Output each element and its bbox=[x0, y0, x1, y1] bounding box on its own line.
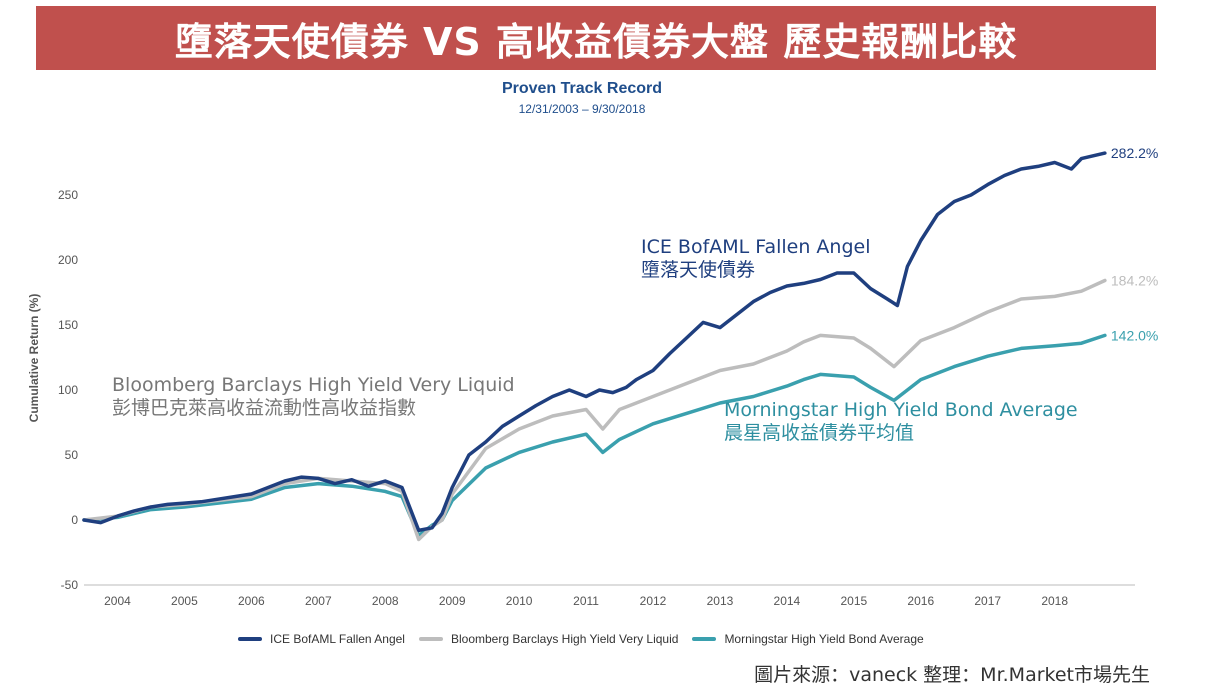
end-label-morningstar: 142.0% bbox=[1111, 327, 1158, 343]
legend-item-morningstar: Morningstar High Yield Bond Average bbox=[692, 632, 924, 646]
x-tick-label-2018: 2018 bbox=[1041, 594, 1068, 608]
end-label-bloomberg: 184.2% bbox=[1111, 273, 1158, 289]
x-tick-label-2010: 2010 bbox=[506, 594, 533, 608]
chart-subtitle: 12/31/2003 – 9/30/2018 bbox=[518, 102, 646, 116]
legend-item-fallen: ICE BofAML Fallen Angel bbox=[238, 632, 405, 646]
x-tick-label-2005: 2005 bbox=[171, 594, 198, 608]
x-tick-label-2004: 2004 bbox=[104, 594, 131, 608]
end-label-fallen: 282.2% bbox=[1111, 145, 1158, 161]
annotation-morningstar-en: Morningstar High Yield Bond Average bbox=[724, 399, 1078, 421]
y-tick-labels: -50 0 50 100 150 200 250 bbox=[58, 188, 78, 592]
annotation-bloomberg-zh: 彭博巴克萊高收益流動性高收益指數 bbox=[112, 397, 417, 419]
x-tick-label-2013: 2013 bbox=[707, 594, 734, 608]
legend-label-bloomberg: Bloomberg Barclays High Yield Very Liqui… bbox=[450, 632, 679, 646]
legend-label-fallen: ICE BofAML Fallen Angel bbox=[270, 632, 405, 646]
annotation-bloomberg: Bloomberg Barclays High Yield Very Liqui… bbox=[112, 374, 515, 420]
x-tick-label-2008: 2008 bbox=[372, 594, 399, 608]
annotation-morningstar-zh: 晨星高收益債券平均值 bbox=[724, 422, 915, 444]
x-tick-labels: 2004 2005 2006 2007 2008 2009 2010 2011 2012 2013… bbox=[104, 594, 1068, 608]
series-lines bbox=[82, 151, 1107, 542]
y-tick-label-5: 200 bbox=[58, 253, 78, 267]
series-line-morningstar bbox=[82, 333, 1107, 538]
annotation-bloomberg-en: Bloomberg Barclays High Yield Very Liqui… bbox=[112, 374, 515, 396]
x-tick-label-2014: 2014 bbox=[774, 594, 801, 608]
legend-swatch-morningstar bbox=[692, 637, 717, 641]
x-tick-label-2016: 2016 bbox=[907, 594, 934, 608]
x-tick-label-2009: 2009 bbox=[439, 594, 466, 608]
source-note: 圖片來源：vaneck 整理：Mr.Market市場先生 bbox=[754, 664, 1150, 686]
x-tick-label-2012: 2012 bbox=[640, 594, 667, 608]
series-line-bloomberg bbox=[82, 278, 1107, 542]
annotation-fallen-en: ICE BofAML Fallen Angel bbox=[641, 236, 871, 258]
y-tick-label-6: 250 bbox=[58, 188, 78, 202]
x-tick-label-2011: 2011 bbox=[573, 594, 599, 608]
y-tick-label-2: 50 bbox=[65, 448, 79, 462]
y-tick-label-4: 150 bbox=[58, 318, 78, 332]
y-tick-label-0: -50 bbox=[61, 578, 79, 592]
annotation-fallen: ICE BofAML Fallen Angel 墮落天使債券 bbox=[641, 236, 871, 282]
series-line-fallen bbox=[82, 151, 1107, 533]
x-tick-label-2017: 2017 bbox=[974, 594, 1001, 608]
legend-swatch-bloomberg bbox=[418, 637, 443, 641]
banner-title: 墮落天使債券 VS 高收益債券大盤 歷史報酬比較 bbox=[36, 6, 1156, 70]
y-tick-label-3: 100 bbox=[58, 383, 78, 397]
y-axis-label: Cumulative Return (%) bbox=[27, 294, 41, 423]
legend-item-bloomberg: Bloomberg Barclays High Yield Very Liqui… bbox=[418, 632, 679, 646]
legend-label-morningstar: Morningstar High Yield Bond Average bbox=[724, 632, 924, 646]
chart-legend: ICE BofAML Fallen Angel Bloomberg Barcla… bbox=[238, 632, 924, 646]
legend-swatch-fallen bbox=[238, 637, 262, 641]
end-labels: 142.0% 184.2% 282.2% bbox=[1111, 145, 1158, 343]
annotation-fallen-zh: 墮落天使債券 bbox=[641, 259, 756, 281]
x-tick-label-2006: 2006 bbox=[238, 594, 265, 608]
chart-title: Proven Track Record bbox=[501, 80, 663, 97]
y-tick-label-1: 0 bbox=[71, 513, 78, 527]
x-tick-label-2015: 2015 bbox=[840, 594, 867, 608]
x-tick-label-2007: 2007 bbox=[305, 594, 332, 608]
annotation-morningstar: Morningstar High Yield Bond Average 晨星高收… bbox=[724, 399, 1078, 445]
